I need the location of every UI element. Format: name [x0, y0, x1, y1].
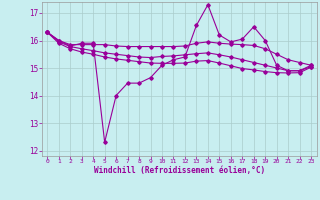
- X-axis label: Windchill (Refroidissement éolien,°C): Windchill (Refroidissement éolien,°C): [94, 166, 265, 175]
